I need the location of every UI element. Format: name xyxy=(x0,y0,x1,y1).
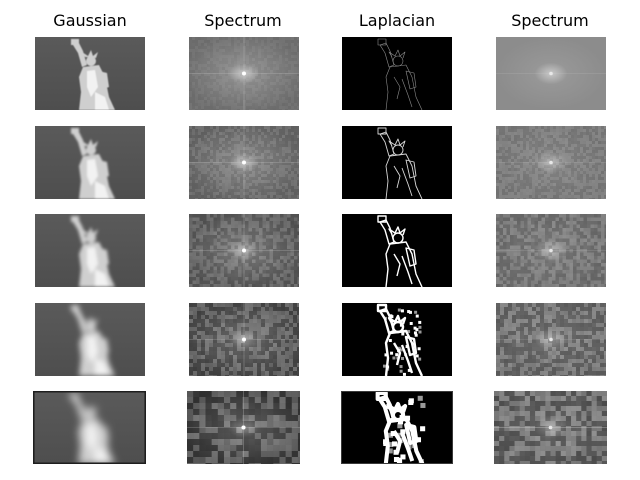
laplacian-spectrum-3 xyxy=(496,214,606,287)
gaussian-image-3 xyxy=(35,214,145,287)
gaussian-spectrum-4 xyxy=(189,303,299,376)
laplacian-spectrum-5 xyxy=(494,391,607,464)
column-title-4: Spectrum xyxy=(511,11,589,30)
gaussian-image-5 xyxy=(33,391,146,464)
laplacian-spectrum-2 xyxy=(496,126,606,199)
laplacian-spectrum-1 xyxy=(496,37,606,110)
gaussian-spectrum-1 xyxy=(189,37,299,110)
column-title-2: Spectrum xyxy=(204,11,282,30)
gaussian-image-1 xyxy=(35,37,145,110)
gaussian-spectrum-3 xyxy=(189,214,299,287)
laplacian-image-2 xyxy=(342,126,452,199)
laplacian-image-3 xyxy=(342,214,452,287)
laplacian-image-1 xyxy=(342,37,452,110)
laplacian-image-4 xyxy=(342,303,452,376)
laplacian-spectrum-4 xyxy=(496,303,606,376)
column-title-3: Laplacian xyxy=(358,11,436,30)
column-title-1: Gaussian xyxy=(53,11,127,30)
gaussian-image-4 xyxy=(35,303,145,376)
gaussian-spectrum-5 xyxy=(187,391,300,464)
gaussian-image-2 xyxy=(35,126,145,199)
gaussian-spectrum-2 xyxy=(189,126,299,199)
laplacian-image-5 xyxy=(341,391,453,464)
